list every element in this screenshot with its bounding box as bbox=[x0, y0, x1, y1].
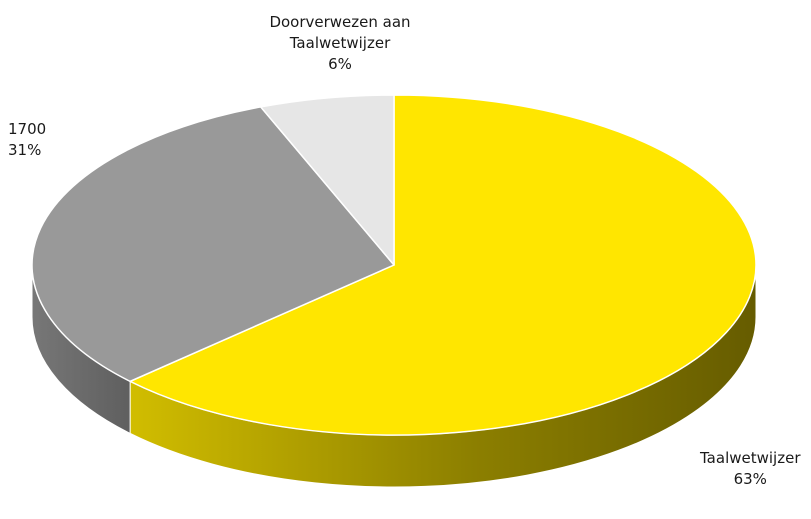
slice-name: Taalwetwijzer bbox=[700, 449, 801, 467]
slice-name: Doorverwezen aan Taalwetwijzer bbox=[269, 13, 411, 52]
slice-label-1700: 1700 31% bbox=[8, 119, 46, 161]
pie-slice-doorverwezen-aan-taalwetwijzer bbox=[259, 94, 395, 266]
slice-percent: 31% bbox=[8, 141, 42, 159]
slice-label-doorverwezen: Doorverwezen aan Taalwetwijzer 6% bbox=[240, 12, 440, 75]
pie-slice-1700 bbox=[31, 106, 395, 383]
pie-slice-taalwetwijzer bbox=[129, 94, 757, 436]
slice-name: 1700 bbox=[8, 120, 47, 138]
slice-percent: 63% bbox=[733, 470, 767, 488]
pie-tops bbox=[31, 94, 757, 436]
slice-label-taalwetwijzer: Taalwetwijzer 63% bbox=[700, 448, 800, 490]
slice-percent: 6% bbox=[328, 55, 352, 73]
